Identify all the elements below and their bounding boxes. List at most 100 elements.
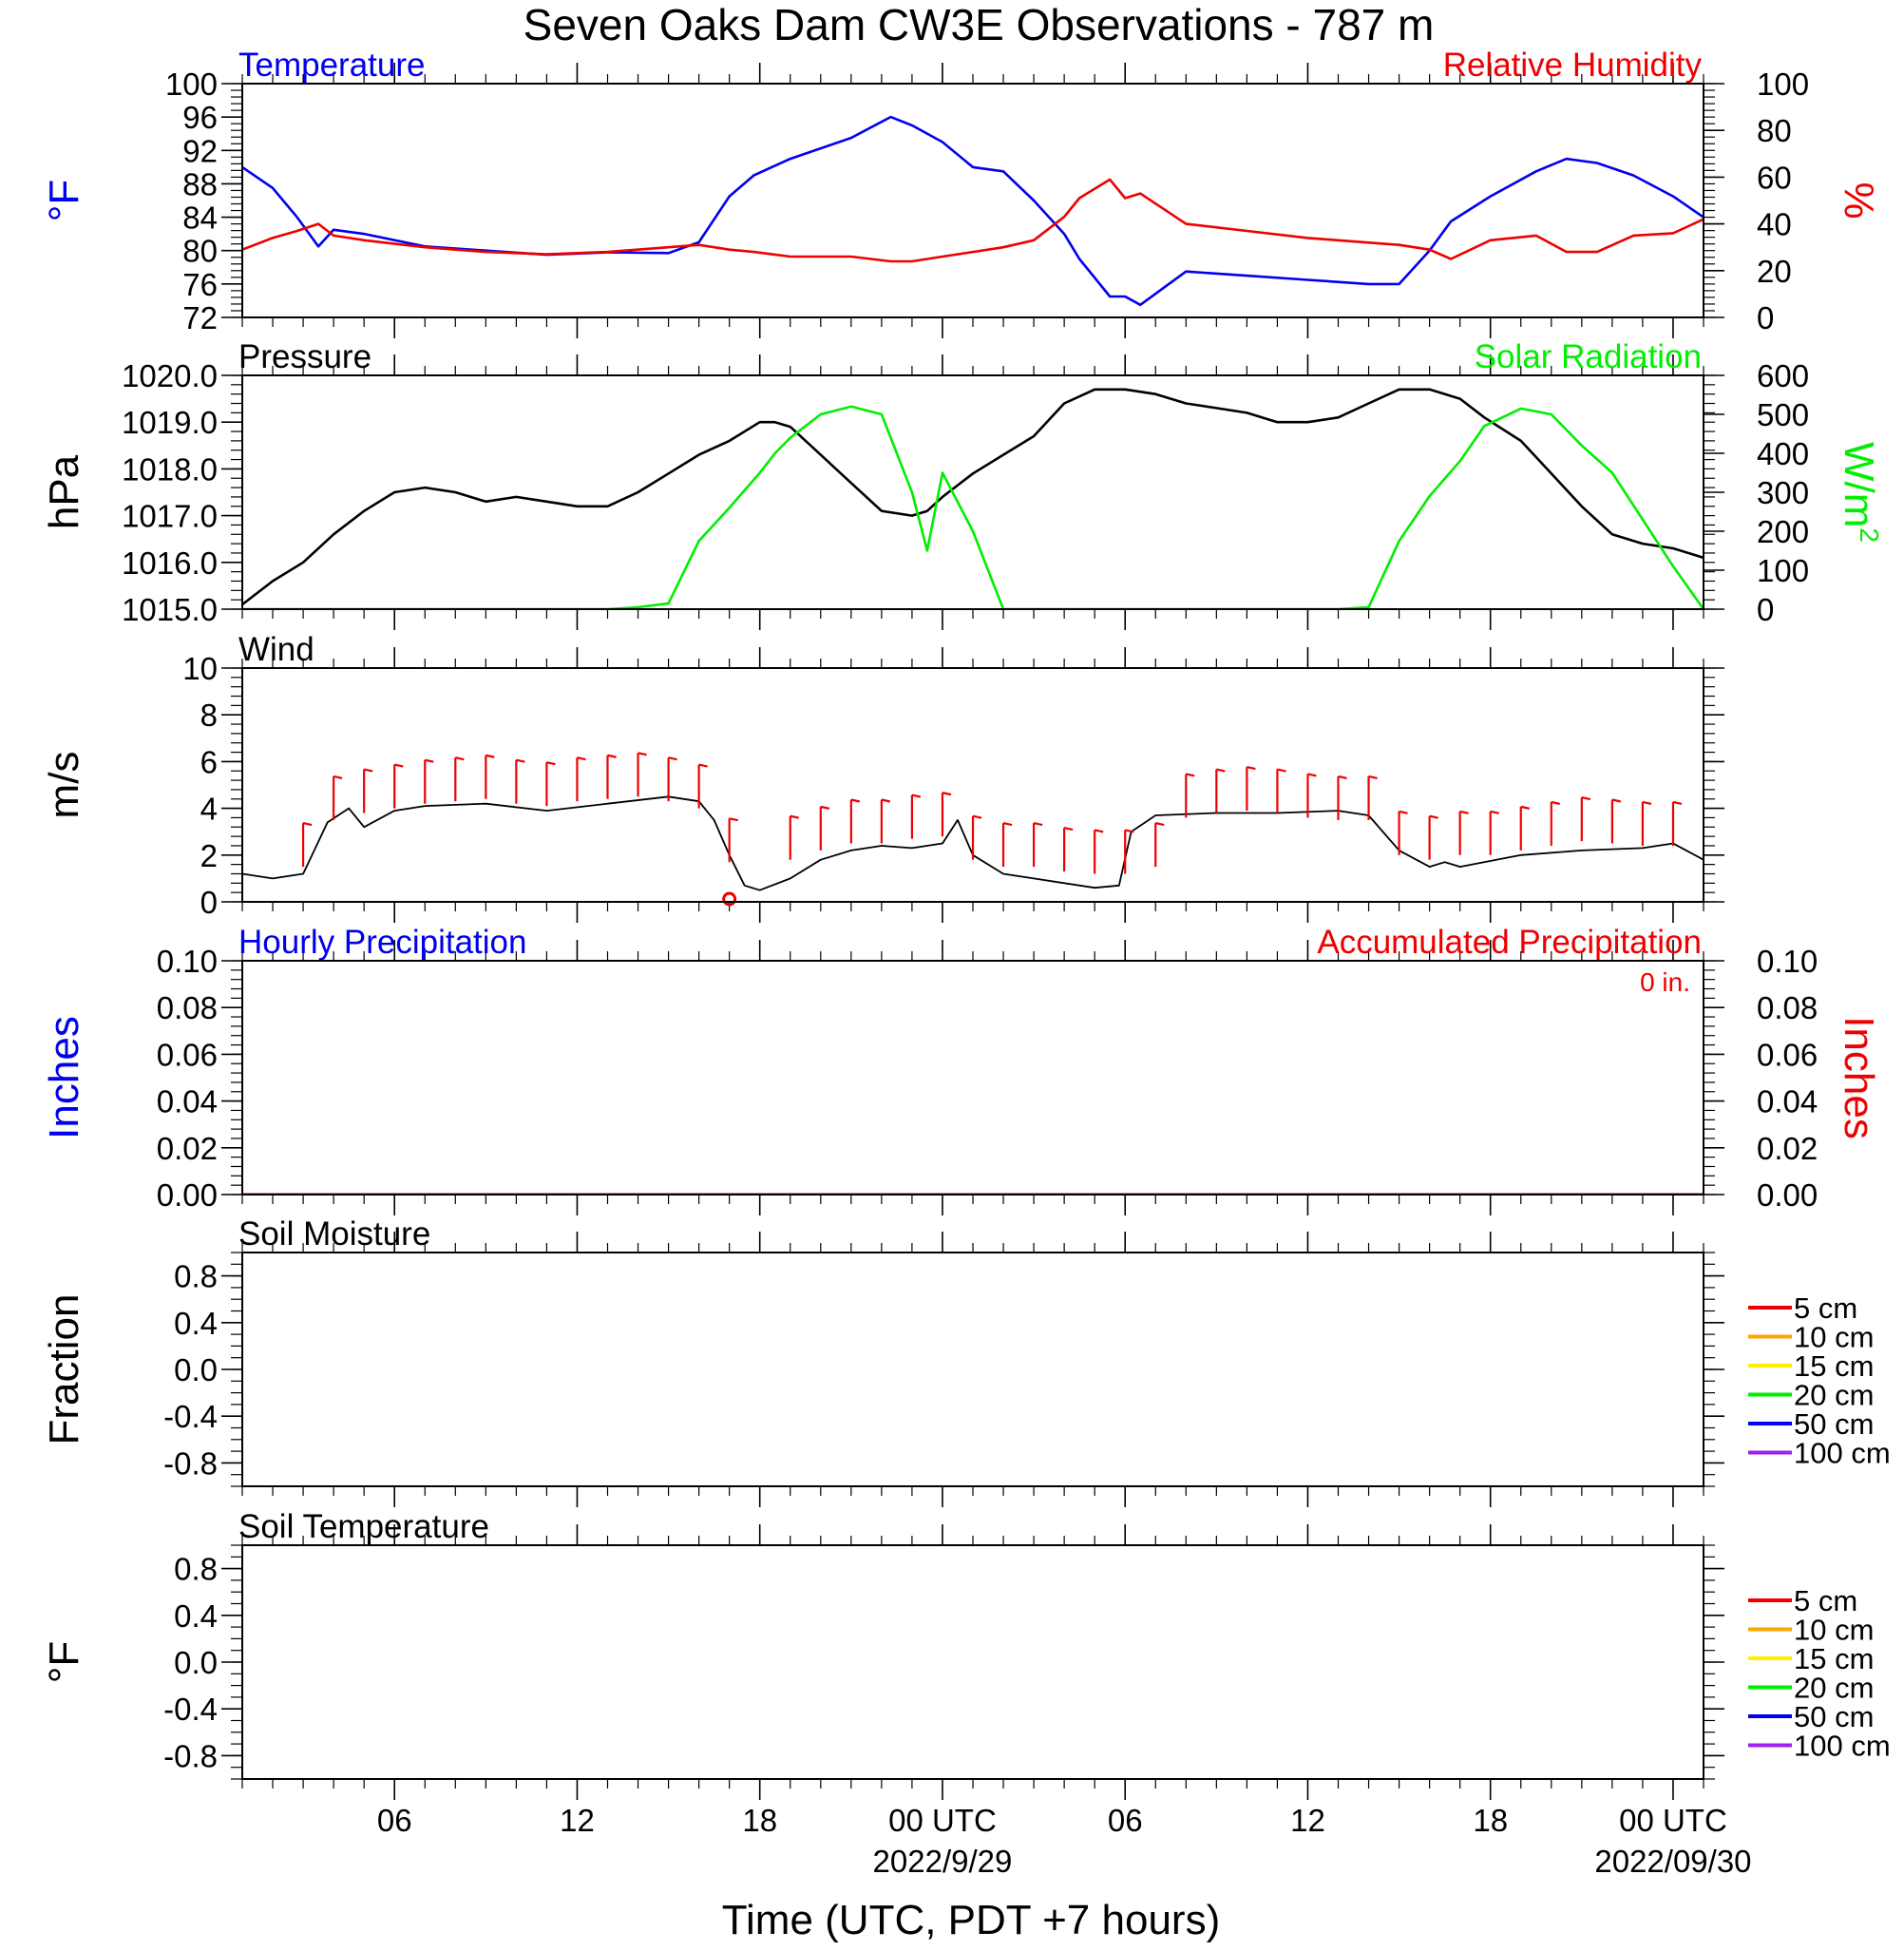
y-tick-label-right: 100 bbox=[1757, 67, 1809, 102]
series-group bbox=[242, 752, 1704, 891]
legend-label: 100 cm bbox=[1794, 1437, 1891, 1470]
panel-title-left: Pressure bbox=[238, 338, 371, 375]
panel-precipitation: 0.10 0.08 0.06 0.04 0.02 0.00 0.10 0.08 0.06 0.04… bbox=[41, 924, 1882, 1215]
wind-barb-flag bbox=[1551, 800, 1561, 806]
y-tick-label-left: 2 bbox=[200, 838, 218, 873]
wind-barb-flag bbox=[820, 805, 830, 810]
series-line-solar-radiation bbox=[242, 405, 1704, 609]
legend-label: 20 cm bbox=[1794, 1379, 1874, 1412]
legend-label: 50 cm bbox=[1794, 1700, 1874, 1733]
wind-barb-flag bbox=[425, 758, 434, 763]
legend-label: 50 cm bbox=[1794, 1407, 1874, 1441]
y-tick-label-left: 0.4 bbox=[174, 1598, 218, 1634]
wind-barb-flag bbox=[516, 758, 525, 763]
panel-title-left: Hourly Precipitation bbox=[238, 924, 526, 961]
y-tick-label-left: 4 bbox=[200, 792, 218, 827]
series-line-relative-humidity bbox=[242, 178, 1704, 263]
y-tick-label-left: 0 bbox=[200, 885, 218, 920]
wind-barb-flag bbox=[546, 761, 556, 766]
wind-barb-flag bbox=[1155, 822, 1165, 827]
wind-barb-flag bbox=[1307, 773, 1317, 777]
y-tick-label-right: 0.04 bbox=[1757, 1084, 1818, 1119]
y-axis-label-left: Fraction bbox=[41, 1294, 87, 1445]
calm-wind-marker bbox=[722, 891, 737, 907]
y-axis-label-right: % bbox=[1836, 182, 1882, 219]
legend-label: 10 cm bbox=[1794, 1321, 1874, 1354]
wind-barb-flag bbox=[698, 763, 708, 768]
y-tick-label-left: -0.4 bbox=[163, 1399, 218, 1434]
y-tick-label-right: 0 bbox=[1757, 592, 1774, 627]
panels: 10096928884807672100806040200Temperature… bbox=[41, 47, 1891, 1879]
series-group bbox=[242, 115, 1704, 307]
y-tick-label-left: 0.0 bbox=[174, 1352, 218, 1387]
y-tick-label-right: 400 bbox=[1757, 436, 1809, 471]
y-tick-label-left: 92 bbox=[182, 133, 218, 168]
y-tick-label-left: 8 bbox=[200, 698, 218, 733]
legend-label: 10 cm bbox=[1794, 1614, 1874, 1647]
wind-barb-flag bbox=[393, 763, 404, 768]
y-tick-label-right: 40 bbox=[1757, 207, 1792, 242]
y-tick-label-right: 0.00 bbox=[1757, 1177, 1818, 1213]
wind-barb-flag bbox=[1002, 822, 1013, 827]
wind-barb-flag bbox=[1642, 800, 1652, 806]
wind-barb-flag bbox=[1277, 768, 1286, 773]
y-axis-label-left: Inches bbox=[41, 1016, 87, 1139]
wind-barb-flag bbox=[1520, 805, 1530, 810]
wind-barb-flag bbox=[333, 775, 343, 779]
wind-barb-flag bbox=[850, 798, 861, 803]
series-line-pressure bbox=[242, 388, 1704, 606]
wind-barb-flag bbox=[1490, 810, 1499, 814]
panel-title-left: Temperature bbox=[238, 47, 425, 84]
legend-label: 5 cm bbox=[1794, 1584, 1857, 1617]
panel-frame bbox=[241, 1252, 1704, 1487]
x-tick-label: 06 bbox=[377, 1803, 412, 1838]
y-tick-label-left: 6 bbox=[200, 744, 218, 779]
y-tick-label-left: 0.04 bbox=[157, 1084, 218, 1119]
wind-barb-flag bbox=[942, 792, 952, 796]
panel-title-right: Solar Radiation bbox=[1475, 338, 1702, 375]
y-tick-label-right: 600 bbox=[1757, 358, 1809, 393]
panel-wind: 10 8 6 4 2 0 Wind m/s bbox=[41, 631, 1724, 923]
wind-barb-flag bbox=[1124, 829, 1134, 833]
y-tick-label-right: 0.02 bbox=[1757, 1131, 1818, 1166]
panel-title-left: Soil Moisture bbox=[238, 1215, 430, 1253]
legend-label: 100 cm bbox=[1794, 1730, 1891, 1763]
panel-frame bbox=[241, 374, 1704, 610]
wind-barb-flag bbox=[1429, 814, 1438, 819]
wind-barb-flag bbox=[881, 798, 891, 803]
y-tick-label-right: 500 bbox=[1757, 397, 1809, 432]
wind-barb-flag bbox=[972, 814, 982, 819]
y-tick-label-left: 0.06 bbox=[157, 1037, 218, 1072]
wind-barb-flag bbox=[638, 752, 647, 756]
legend-label: 5 cm bbox=[1794, 1291, 1857, 1325]
y-tick-label-right: 0.10 bbox=[1757, 944, 1818, 979]
wind-barb-flag bbox=[1033, 822, 1043, 827]
panel-pressure-solar: 1020.0 1019.0 1018.0 1017.0 1016.0 1015.0 600 5… bbox=[41, 338, 1884, 630]
x-tick-label: 18 bbox=[742, 1803, 777, 1838]
wind-barb-flag bbox=[607, 754, 617, 758]
wind-barb-flag bbox=[486, 754, 495, 758]
panel-frame bbox=[241, 667, 1704, 903]
wind-barb-flag bbox=[1672, 800, 1683, 806]
y-tick-label-left: 80 bbox=[182, 234, 218, 269]
y-tick-label-right: 60 bbox=[1757, 160, 1792, 195]
y-tick-label-left: 88 bbox=[182, 166, 218, 201]
x-date-label: 2022/9/29 bbox=[873, 1844, 1013, 1879]
x-tick-label: 12 bbox=[1290, 1803, 1325, 1838]
panel-soil-moisture: 0.8 0.4 0.0 -0.4 -0.8 Soil Moisture Fraction 5 … bbox=[41, 1215, 1891, 1507]
y-axis-label-right: W/m2 bbox=[1836, 442, 1884, 543]
wind-barb-flag bbox=[1581, 795, 1591, 801]
y-tick-label-right: 100 bbox=[1757, 553, 1809, 588]
x-tick-label: 00 UTC bbox=[1619, 1803, 1727, 1838]
y-tick-label-right: 0.08 bbox=[1757, 990, 1818, 1025]
legend-label: 15 cm bbox=[1794, 1642, 1874, 1675]
panel-frame bbox=[241, 1544, 1704, 1780]
y-tick-label-left: -0.8 bbox=[163, 1445, 218, 1481]
wind-barb-flag bbox=[302, 822, 313, 827]
y-axis-label-left: °F bbox=[41, 1641, 87, 1683]
wind-barb-flag bbox=[1459, 810, 1469, 814]
wind-barb-flag bbox=[1611, 798, 1622, 803]
y-tick-label-left: 72 bbox=[182, 300, 218, 335]
